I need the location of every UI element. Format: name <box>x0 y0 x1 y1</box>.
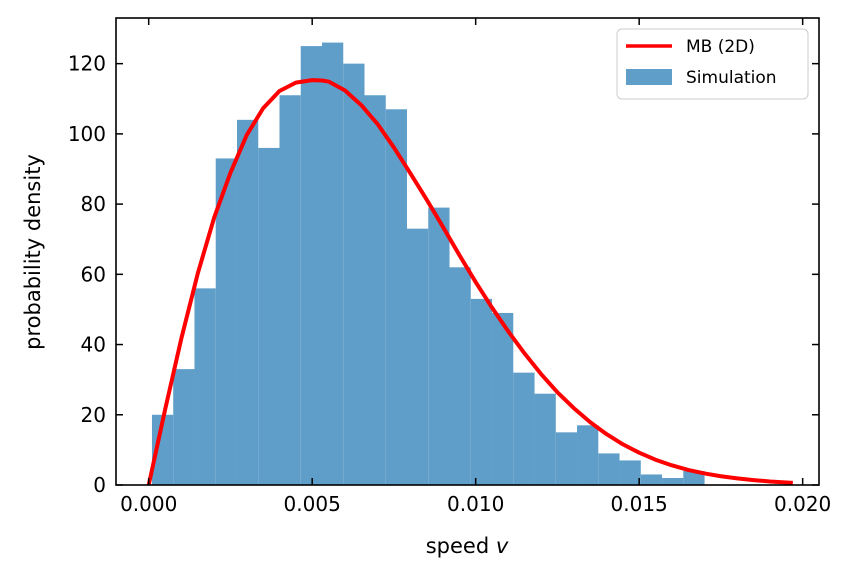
legend-curve-label: MB (2D) <box>686 37 755 57</box>
histogram-bar <box>598 453 620 485</box>
x-axis-label: speed v <box>426 534 509 558</box>
legend-histogram-swatch <box>626 69 672 85</box>
histogram-bars <box>151 42 705 486</box>
histogram-bar <box>449 267 471 485</box>
histogram-bar <box>236 119 259 486</box>
histogram-bar <box>194 288 216 485</box>
y-axis-label: probability density <box>21 154 45 350</box>
histogram-bar <box>683 470 705 485</box>
legend: MB (2D) Simulation <box>616 28 809 100</box>
histogram-bar <box>534 393 556 485</box>
histogram-bar <box>258 147 280 485</box>
x-tick-label: 0.020 <box>774 492 831 516</box>
histogram-bar <box>470 298 493 485</box>
y-tick-label: 40 <box>81 333 106 357</box>
histogram-bar <box>385 109 408 485</box>
y-tick-label: 100 <box>68 122 106 146</box>
y-tick-label: 0 <box>93 473 106 497</box>
x-tick-label: 0.005 <box>284 492 341 516</box>
y-tick-label: 20 <box>81 403 106 427</box>
histogram-bar <box>300 46 322 486</box>
x-tick-label: 0.015 <box>611 492 668 516</box>
histogram-bar <box>428 207 450 486</box>
histogram-bar <box>513 372 535 485</box>
histogram-bar <box>555 432 578 485</box>
histogram-bar <box>215 158 237 486</box>
histogram-bar <box>662 477 684 485</box>
histogram-bar <box>173 369 195 485</box>
y-tick-label: 60 <box>81 262 106 286</box>
histogram-bar <box>577 425 599 485</box>
histogram-bar <box>640 474 663 485</box>
histogram-bar <box>492 312 514 485</box>
mb-curve-line <box>146 78 793 486</box>
y-tick-label: 120 <box>68 52 106 76</box>
histogram-bar <box>343 63 365 486</box>
x-tick-label: 0.010 <box>447 492 504 516</box>
y-tick-label: 80 <box>81 192 106 216</box>
histogram-bar <box>619 460 641 485</box>
plot-frame <box>115 17 820 486</box>
histogram-bar <box>151 414 174 485</box>
histogram-bar <box>321 42 344 485</box>
legend-histogram-label: Simulation <box>686 68 777 88</box>
histogram-bar <box>364 95 386 486</box>
mb-curve-layer <box>146 78 793 486</box>
axis-ticks: 0.000 0.005 0.010 0.015 0.020 0 20 40 60 80 100 120 <box>68 18 831 516</box>
x-tick-label: 0.000 <box>120 492 177 516</box>
histogram-bar <box>407 228 429 485</box>
histogram-bar <box>279 95 301 486</box>
